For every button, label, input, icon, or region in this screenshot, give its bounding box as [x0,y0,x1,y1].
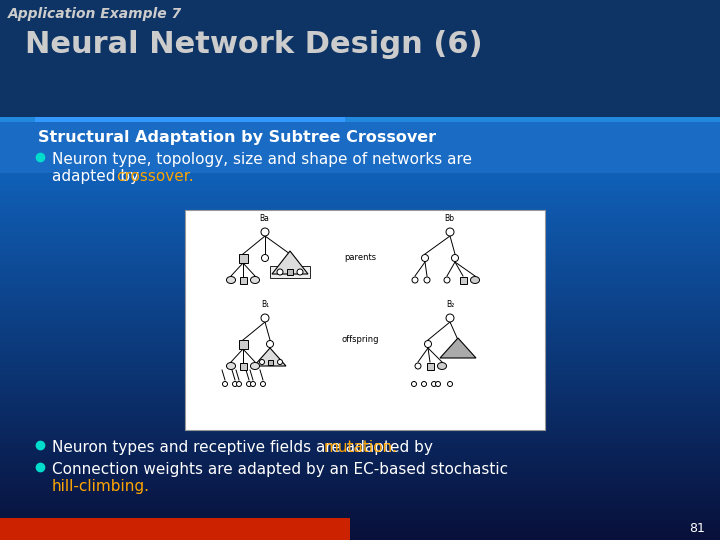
Bar [185,210,545,430]
Circle shape [448,381,452,387]
Ellipse shape [227,276,235,284]
Bar [287,269,293,275]
Bar [240,276,246,284]
Circle shape [297,269,303,275]
Bar [459,276,467,284]
Text: Neuron type, topology, size and shape of networks are: Neuron type, topology, size and shape of… [52,152,472,167]
Circle shape [251,381,256,387]
Text: adapted by: adapted by [52,169,144,184]
Circle shape [415,363,421,369]
Text: hill-climbing.: hill-climbing. [52,479,150,494]
Text: Bb: Bb [444,214,454,223]
Text: offspring: offspring [341,335,379,344]
Circle shape [277,269,283,275]
Bar [240,362,246,369]
Circle shape [261,228,269,236]
Text: mutation.: mutation. [324,440,398,455]
Circle shape [451,254,459,261]
Circle shape [446,228,454,236]
Circle shape [222,381,228,387]
Ellipse shape [470,276,480,284]
Ellipse shape [227,362,235,369]
Circle shape [246,381,251,387]
Circle shape [421,254,428,261]
Text: Neural Network Design (6): Neural Network Design (6) [25,30,482,59]
Circle shape [261,381,266,387]
Circle shape [233,381,238,387]
Circle shape [261,254,269,261]
Text: crossover.: crossover. [116,169,194,184]
Ellipse shape [438,362,446,369]
Bar [0,117,720,122]
Polygon shape [254,348,286,366]
Circle shape [259,360,264,365]
Circle shape [424,277,430,283]
Circle shape [425,341,431,348]
Bar [35,117,345,122]
Circle shape [412,381,416,387]
Bar [238,340,248,348]
Bar [270,266,310,278]
Text: B₂: B₂ [446,300,454,309]
Text: 81: 81 [689,522,705,535]
Polygon shape [272,251,308,274]
Circle shape [446,314,454,322]
Bar [426,362,433,369]
Text: Neuron types and receptive fields are adapted by: Neuron types and receptive fields are ad… [52,440,438,455]
Ellipse shape [251,276,259,284]
Text: parents: parents [344,253,376,262]
Text: B₁: B₁ [261,300,269,309]
Polygon shape [440,338,476,358]
Circle shape [266,341,274,348]
Circle shape [277,360,282,365]
Circle shape [436,381,441,387]
Bar [0,518,350,540]
Text: Application Example 7: Application Example 7 [8,7,182,21]
Ellipse shape [251,362,259,369]
Circle shape [412,277,418,283]
Text: Ba: Ba [259,214,269,223]
Circle shape [261,314,269,322]
Bar [268,360,272,365]
Circle shape [421,381,426,387]
Circle shape [444,277,450,283]
Text: Connection weights are adapted by an EC-based stochastic: Connection weights are adapted by an EC-… [52,462,508,477]
Circle shape [431,381,436,387]
Text: Structural Adaptation by Subtree Crossover: Structural Adaptation by Subtree Crossov… [38,130,436,145]
Circle shape [236,381,241,387]
FancyBboxPatch shape [0,0,720,120]
Bar [238,253,248,262]
